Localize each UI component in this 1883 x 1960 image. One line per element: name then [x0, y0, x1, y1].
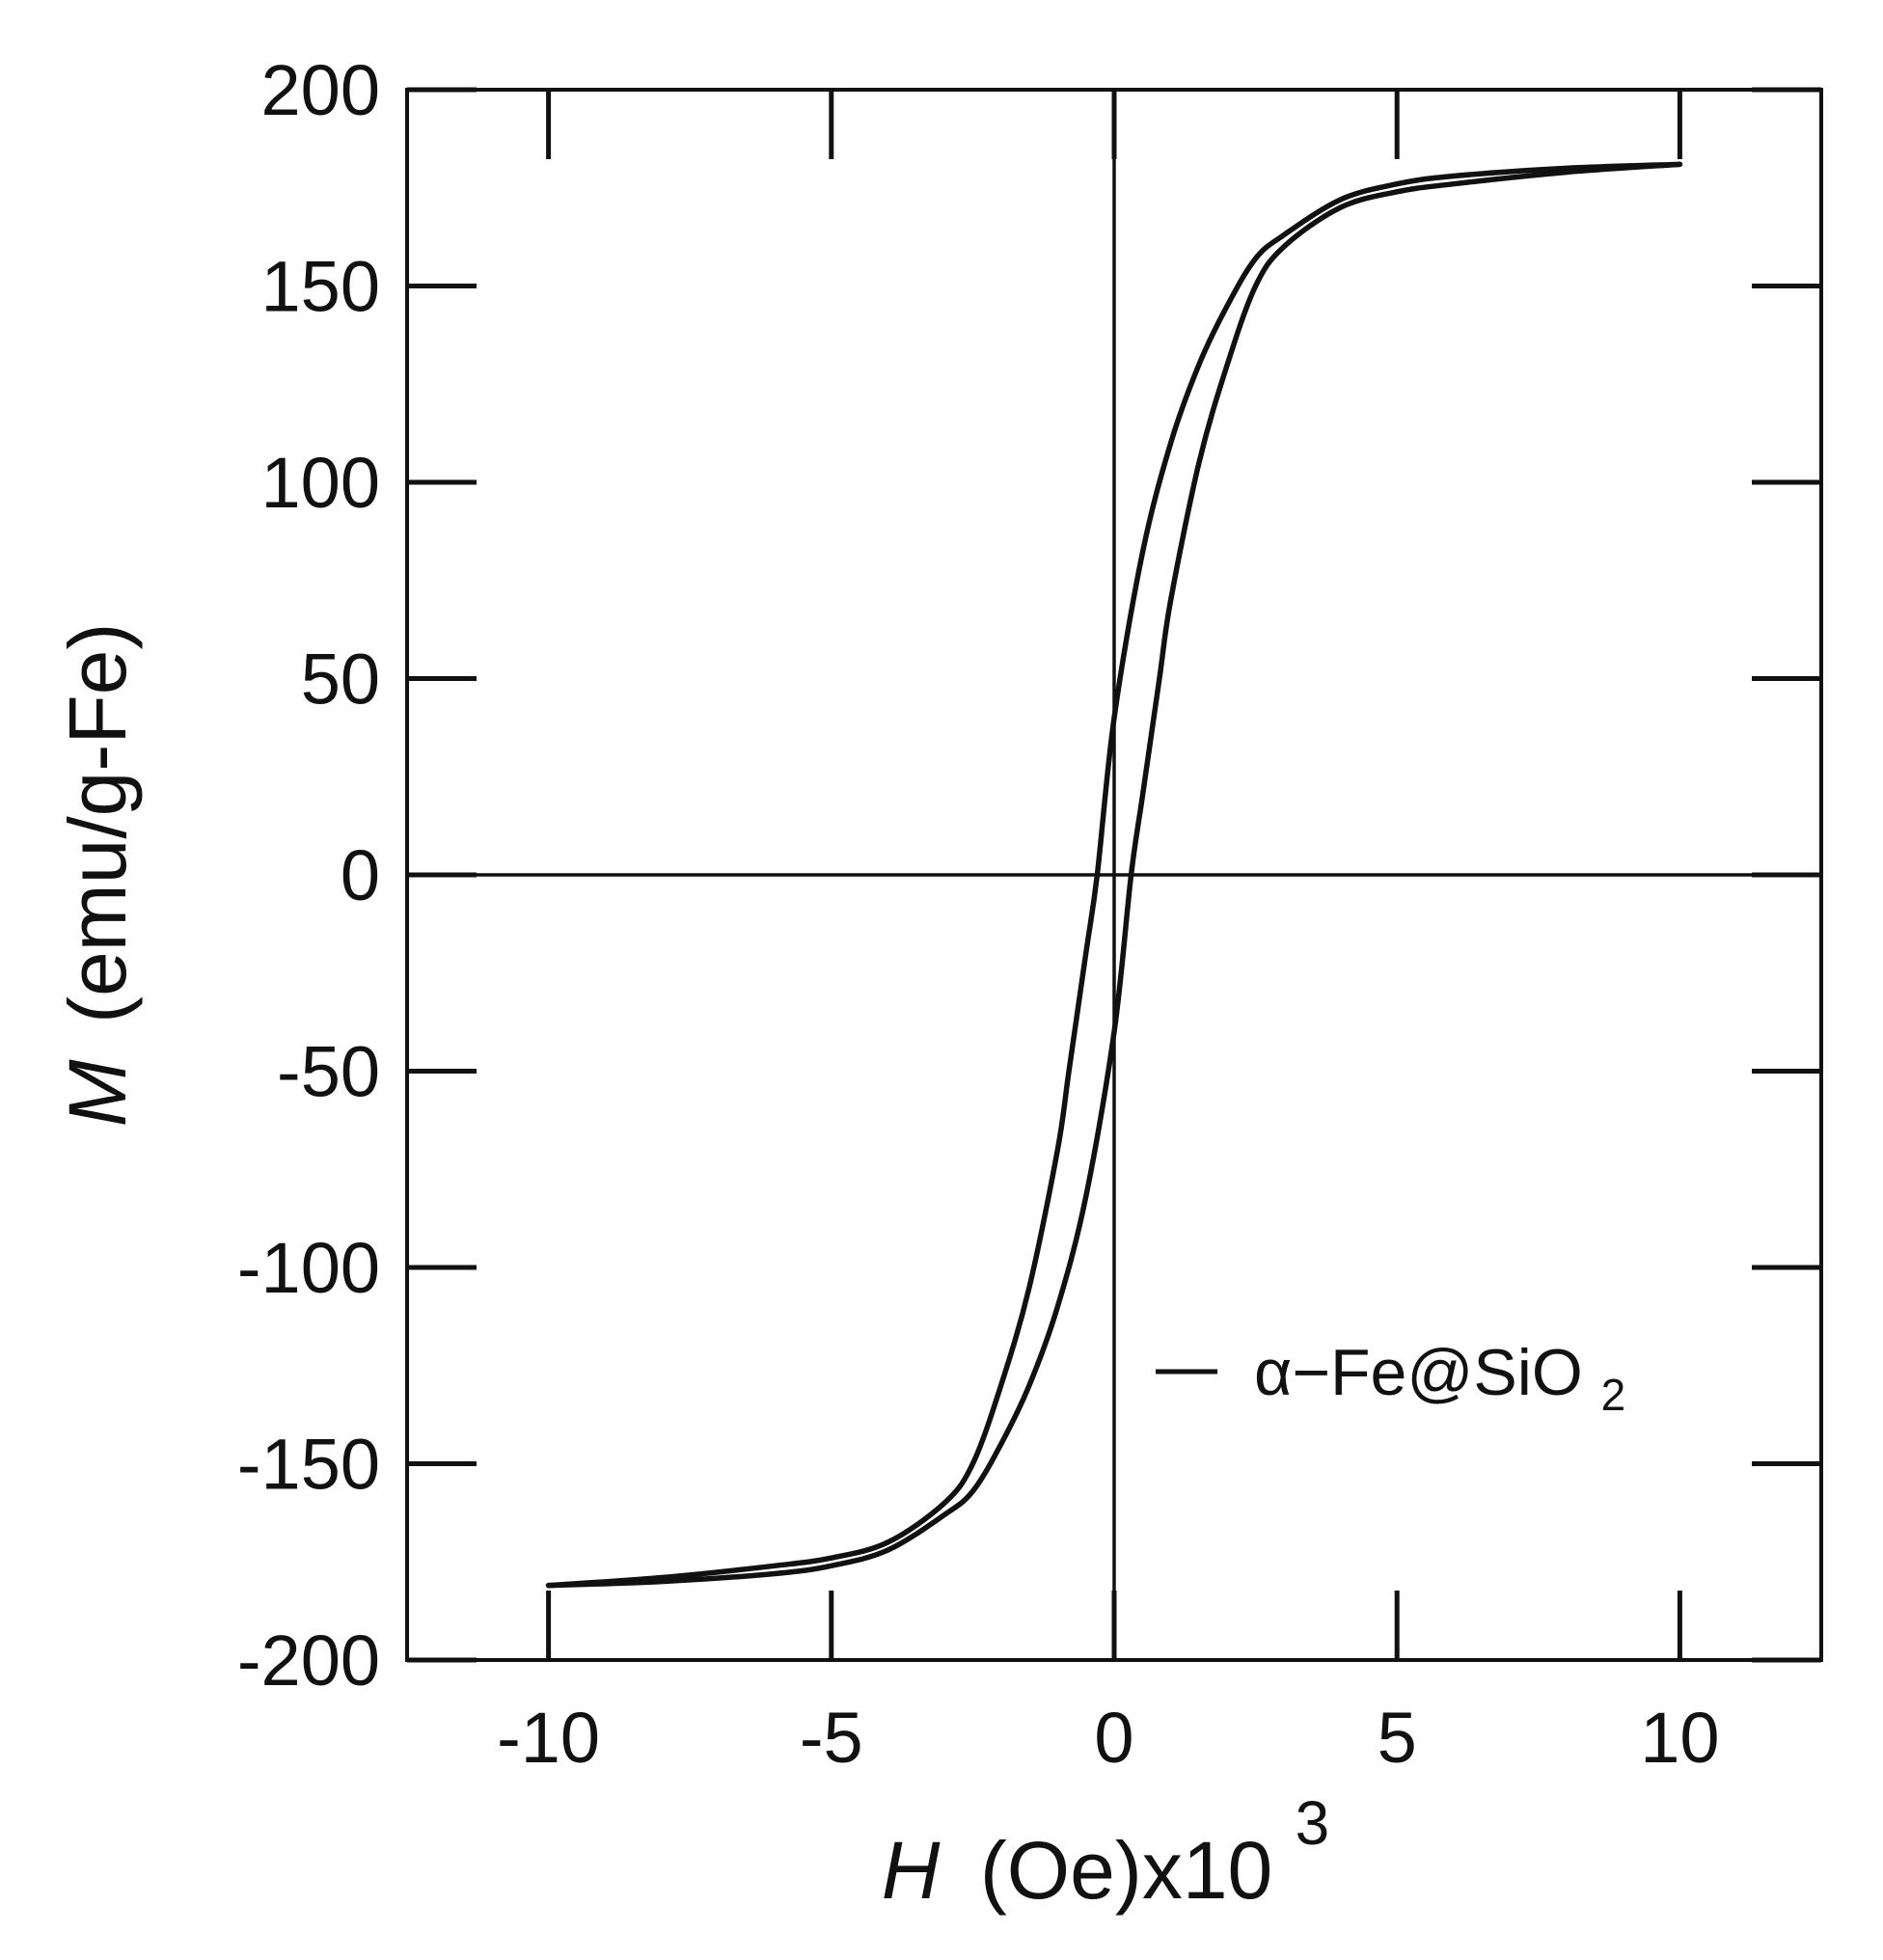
x-axis-title: H (Oe)x10 3: [882, 1788, 1329, 1916]
y-tick-label: 150: [261, 247, 380, 327]
y-tick-label: -200: [237, 1620, 380, 1701]
x-axis-symbol: H: [882, 1825, 941, 1916]
legend-label-subscript: 2: [1601, 1370, 1626, 1420]
x-tick-label: 5: [1378, 1698, 1417, 1778]
x-tick-label: 10: [1640, 1698, 1719, 1778]
y-tick-label: 50: [301, 640, 380, 720]
legend: α−Fe@SiO 2: [1156, 1336, 1625, 1420]
y-axis-unit: (emu/g-Fe): [52, 623, 143, 1023]
y-tick-label: 200: [261, 50, 380, 130]
series-line-ascending: [545, 161, 1683, 1589]
y-tick-label: 100: [261, 443, 380, 523]
y-axis-symbol: M: [52, 1059, 143, 1127]
y-tick-label: 0: [341, 835, 380, 915]
y-axis-title: M (emu/g-Fe): [52, 623, 143, 1128]
legend-label-main: α−Fe@SiO: [1254, 1336, 1583, 1409]
series-group: [545, 161, 1683, 1589]
y-ticks: 200 150 100 50 0 -50 -100 -150 -200: [237, 50, 1821, 1701]
x-tick-label: 0: [1094, 1698, 1133, 1778]
legend-label: α−Fe@SiO 2: [1254, 1336, 1625, 1420]
y-tick-label: -50: [277, 1032, 380, 1112]
series-line-descending: [545, 161, 1683, 1589]
x-axis-exponent: 3: [1296, 1788, 1330, 1858]
x-axis-unit: (Oe)x10: [980, 1825, 1272, 1916]
x-ticks: -10 -5 0 5 10: [497, 90, 1720, 1778]
y-tick-label: -150: [237, 1425, 380, 1505]
y-tick-label: -100: [237, 1228, 380, 1308]
x-tick-label: -10: [497, 1698, 600, 1778]
x-tick-label: -5: [800, 1698, 863, 1778]
